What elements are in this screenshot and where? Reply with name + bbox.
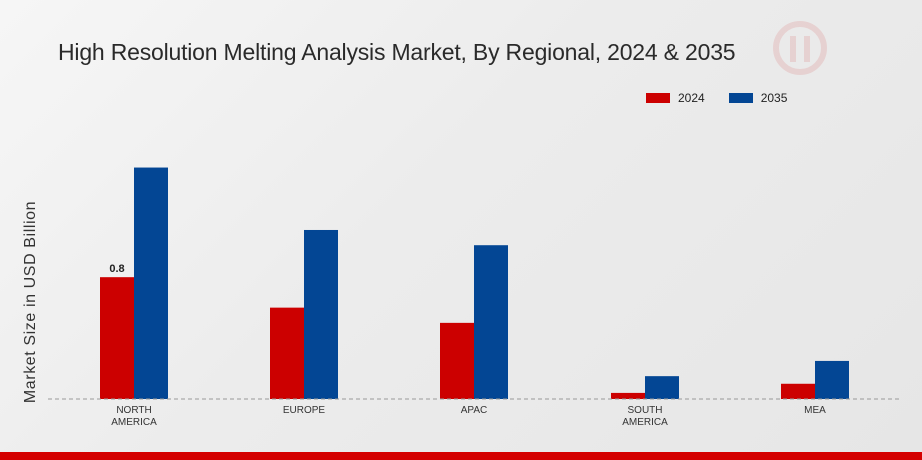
bar-2035-south-america	[645, 376, 679, 399]
x-tick-label: MEA	[804, 405, 826, 416]
x-tick-label: EUROPE	[283, 405, 326, 416]
bar-2024-mea	[781, 383, 815, 399]
bar-2035-apac	[474, 245, 508, 399]
x-tick-label: APAC	[461, 405, 488, 416]
legend-label-2024: 2024	[678, 91, 705, 105]
x-tick-label: SOUTH AMERICA	[622, 405, 668, 428]
bar-2035-north-america	[134, 167, 168, 399]
chart-title: High Resolution Melting Analysis Market,…	[58, 39, 736, 65]
bar-2024-south-america	[611, 392, 645, 399]
legend-item-2035: 2035	[728, 91, 788, 105]
x-tick-label: NORTH AMERICA	[111, 405, 157, 428]
bar-2024-apac	[440, 322, 474, 399]
bottom-accent-bar	[0, 452, 922, 460]
bar-2035-mea	[815, 360, 849, 399]
legend-label-2035: 2035	[760, 91, 788, 105]
bar-2024-europe	[270, 307, 304, 399]
bar-2035-europe	[304, 229, 338, 399]
legend-item-2024: 2024	[646, 91, 705, 105]
brand-watermark-icon	[773, 21, 827, 75]
bar-2024-north-america	[100, 277, 134, 399]
data-label: 0.8	[109, 263, 124, 275]
legend-swatch-2035	[728, 93, 753, 103]
legend-swatch-2024	[646, 93, 670, 103]
chart-legend: 2024 2035	[646, 91, 811, 105]
